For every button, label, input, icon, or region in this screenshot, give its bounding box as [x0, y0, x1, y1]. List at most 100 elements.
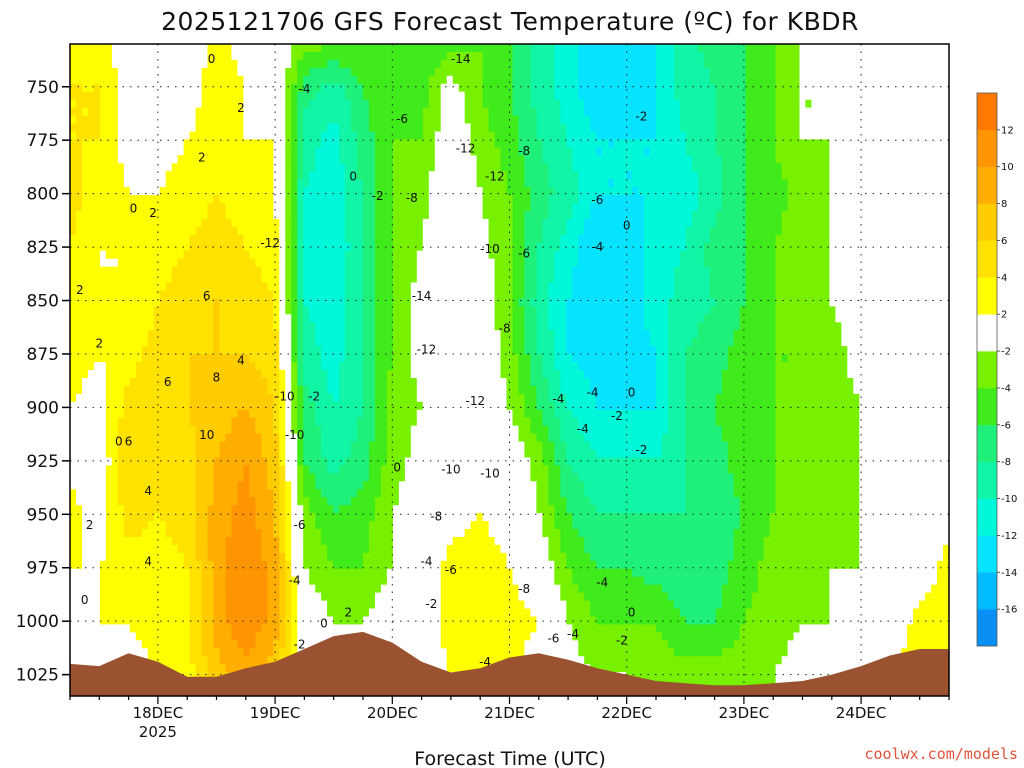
temperature-cell: [482, 147, 490, 156]
temperature-cell: [416, 171, 424, 180]
temperature-cell: [279, 298, 286, 307]
temperature-cell: [147, 139, 155, 148]
temperature-cell: [500, 203, 508, 212]
temperature-cell: [273, 290, 280, 300]
temperature-cell: [201, 171, 209, 180]
temperature-cell: [584, 91, 591, 101]
temperature-cell: [153, 195, 161, 204]
temperature-cell: [745, 218, 753, 228]
temperature-cell: [117, 298, 125, 307]
temperature-cell: [183, 306, 191, 315]
temperature-cell: [859, 123, 866, 133]
temperature-cell: [87, 67, 95, 77]
temperature-cell: [470, 163, 478, 172]
temperature-cell: [237, 298, 244, 307]
temperature-cell: [925, 226, 932, 236]
temperature-cell: [237, 179, 244, 188]
temperature-cell: [129, 99, 137, 109]
temperature-cell: [386, 306, 394, 315]
temperature-cell: [775, 91, 783, 101]
temperature-cell: [662, 99, 669, 109]
temperature-cell: [189, 274, 197, 284]
temperature-cell: [195, 139, 203, 148]
temperature-cell: [135, 91, 143, 101]
temperature-cell: [656, 218, 663, 228]
temperature-cell: [548, 91, 555, 101]
temperature-cell: [273, 155, 280, 164]
temperature-cell: [392, 123, 400, 133]
temperature-cell: [775, 123, 783, 133]
temperature-cell: [386, 258, 394, 268]
temperature-cell: [835, 274, 842, 284]
temperature-cell: [243, 163, 250, 172]
temperature-cell: [805, 234, 813, 244]
temperature-cell: [733, 83, 741, 93]
temperature-cell: [727, 107, 735, 117]
temperature-cell: [428, 163, 436, 172]
temperature-cell: [691, 91, 699, 101]
temperature-cell: [99, 171, 107, 180]
temperature-cell: [835, 234, 842, 244]
temperature-cell: [925, 266, 932, 276]
temperature-cell: [153, 226, 161, 236]
temperature-cell: [697, 218, 705, 228]
temperature-cell: [159, 234, 167, 244]
temperature-cell: [656, 91, 663, 101]
temperature-cell: [512, 258, 520, 268]
temperature-cell: [135, 282, 143, 292]
temperature-cell: [255, 163, 262, 172]
temperature-cell: [620, 242, 627, 252]
temperature-cell: [351, 75, 358, 85]
temperature-cell: [883, 75, 890, 85]
temperature-cell: [859, 67, 866, 77]
temperature-cell: [566, 107, 573, 117]
temperature-cell: [901, 211, 908, 220]
temperature-cell: [943, 226, 949, 236]
temperature-cell: [303, 274, 310, 284]
temperature-cell: [165, 147, 173, 156]
temperature-cell: [345, 115, 352, 125]
temperature-cell: [584, 306, 591, 315]
temperature-cell: [398, 75, 406, 85]
temperature-cell: [129, 187, 137, 196]
temperature-cell: [141, 75, 149, 85]
temperature-cell: [303, 83, 310, 93]
temperature-cell: [739, 52, 747, 61]
temperature-cell: [422, 99, 430, 109]
temperature-cell: [811, 195, 819, 204]
temperature-cell: [76, 83, 83, 93]
temperature-cell: [811, 274, 819, 284]
temperature-cell: [530, 203, 537, 212]
temperature-cell: [895, 107, 902, 117]
temperature-cell: [351, 155, 358, 164]
temperature-cell: [446, 115, 454, 125]
temperature-cell: [488, 75, 496, 85]
temperature-cell: [183, 75, 191, 85]
temperature-cell: [518, 123, 526, 133]
temperature-cell: [691, 306, 699, 315]
temperature-cell: [458, 171, 466, 180]
temperature-cell: [733, 298, 741, 307]
temperature-cell: [171, 59, 179, 69]
temperature-cell: [871, 123, 878, 133]
temperature-cell: [476, 218, 484, 228]
temperature-cell: [823, 290, 830, 300]
temperature-cell: [799, 250, 807, 260]
temperature-cell: [297, 163, 304, 172]
temperature-cell: [554, 306, 561, 315]
temperature-cell: [799, 211, 807, 220]
temperature-cell: [177, 179, 185, 188]
temperature-cell: [345, 163, 352, 172]
temperature-cell: [237, 195, 244, 204]
temperature-cell: [159, 179, 167, 188]
temperature-cell: [476, 226, 484, 236]
temperature-cell: [931, 131, 938, 141]
temperature-cell: [620, 282, 627, 292]
temperature-cell: [841, 91, 848, 101]
temperature-cell: [739, 115, 747, 125]
temperature-cell: [889, 298, 896, 307]
temperature-cell: [901, 258, 908, 268]
temperature-cell: [153, 115, 161, 125]
temperature-cell: [398, 258, 406, 268]
temperature-cell: [907, 131, 914, 141]
